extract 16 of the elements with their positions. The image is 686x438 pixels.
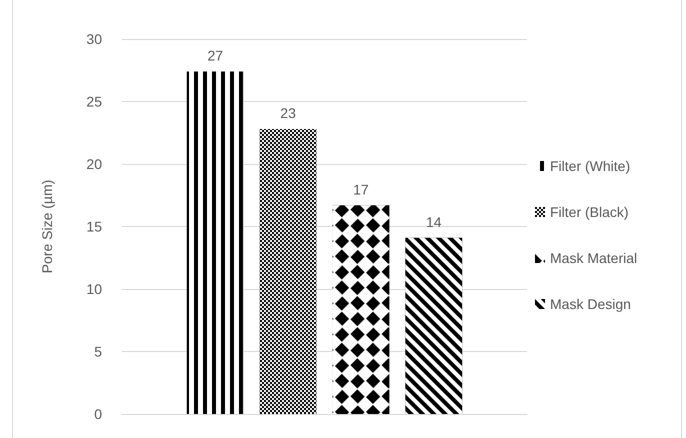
y-tick-label: 15 bbox=[86, 218, 102, 234]
legend-label: Mask Material bbox=[550, 250, 638, 266]
legend-label: Filter (Black) bbox=[550, 204, 629, 220]
y-tick-label: 5 bbox=[94, 344, 102, 360]
data-label: 14 bbox=[426, 214, 442, 230]
y-tick-label: 25 bbox=[86, 94, 102, 110]
legend-label: Mask Design bbox=[550, 296, 631, 312]
data-label: 27 bbox=[207, 48, 224, 64]
data-label: 17 bbox=[353, 181, 369, 198]
y-tick-label: 0 bbox=[94, 406, 102, 422]
y-tick-label: 10 bbox=[86, 281, 102, 297]
data-label: 23 bbox=[280, 105, 296, 121]
y-tick-label: 20 bbox=[86, 156, 102, 172]
y-tick-label: 30 bbox=[86, 31, 102, 47]
legend-label: Filter (White) bbox=[550, 158, 630, 174]
y-axis-title: Pore Size (µm) bbox=[39, 180, 55, 274]
